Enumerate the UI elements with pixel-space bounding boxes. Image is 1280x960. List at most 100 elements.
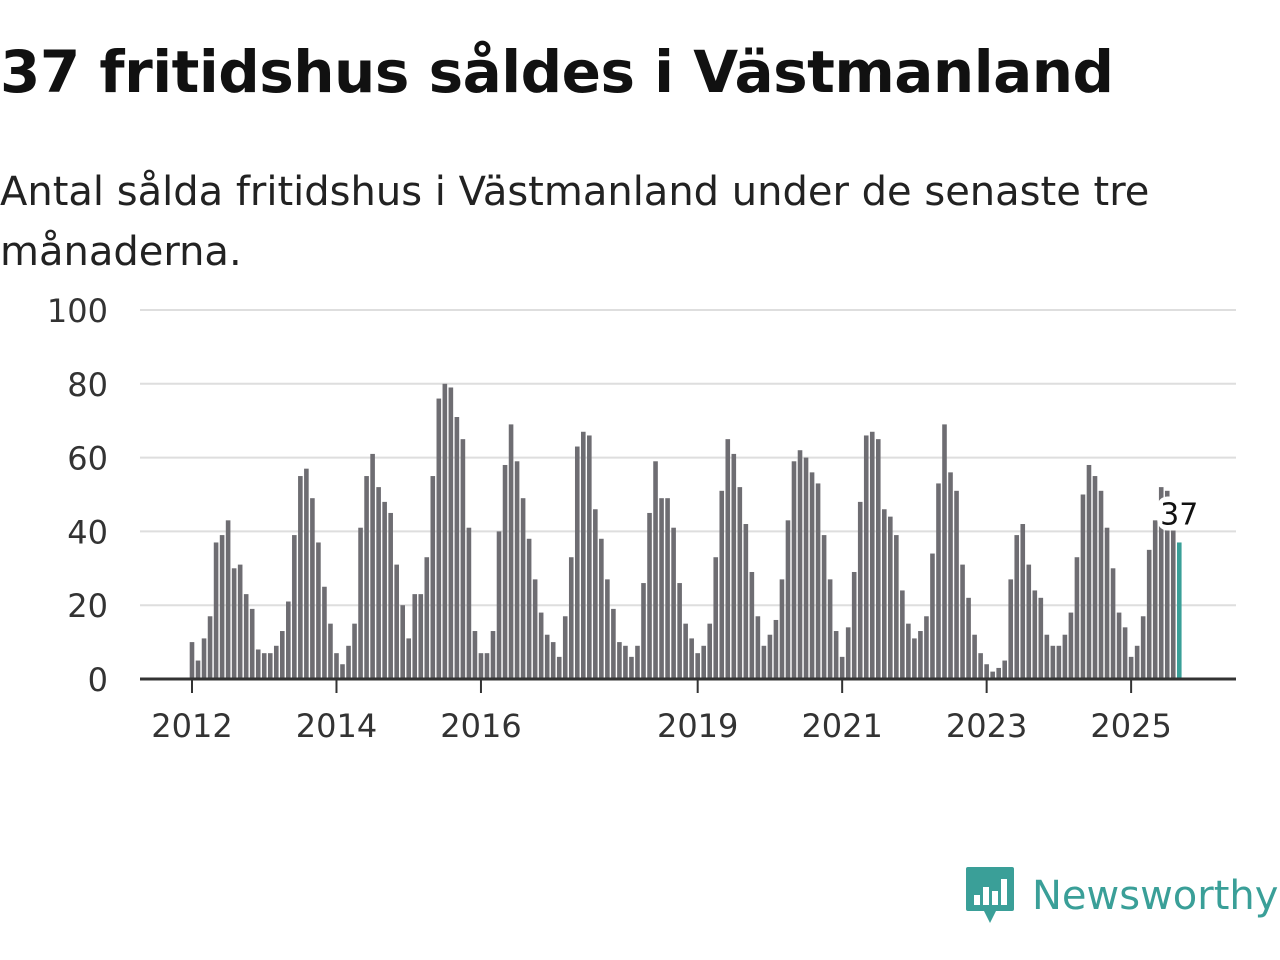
bar: [773, 619, 779, 679]
bar: [1086, 464, 1092, 679]
bar: [701, 645, 706, 679]
bar: [1014, 535, 1020, 679]
bar: [382, 501, 387, 679]
bar: [460, 439, 466, 679]
bar: [508, 424, 514, 679]
bar: [851, 571, 857, 679]
bar: [587, 435, 592, 679]
bar: [1092, 476, 1098, 679]
bar: [1152, 520, 1158, 679]
bar: [689, 638, 694, 679]
bar: [1026, 564, 1032, 679]
bar: [448, 387, 454, 679]
bar: [1164, 490, 1170, 679]
bar: [280, 631, 285, 679]
x-tick-label: 2023: [946, 707, 1027, 745]
bar: [1032, 590, 1038, 679]
bar: [556, 656, 562, 679]
bar: [743, 524, 749, 679]
bar: [550, 642, 556, 679]
bar: [484, 653, 490, 679]
bar: [785, 520, 791, 679]
bar: [869, 431, 875, 679]
x-tick-label: 2014: [296, 707, 377, 745]
bar: [695, 653, 700, 679]
bar: [346, 645, 351, 679]
bar: [490, 631, 496, 679]
bar: [647, 512, 652, 679]
axes: [140, 677, 1236, 693]
bar: [737, 487, 743, 679]
bar: [755, 616, 761, 679]
bar: [520, 498, 526, 679]
bar: [1050, 645, 1056, 679]
bar: [454, 417, 460, 679]
bar: [966, 597, 971, 679]
bar: [1158, 487, 1164, 679]
bar: [1008, 579, 1014, 679]
bar: [249, 608, 255, 679]
x-tick-label: 2019: [657, 707, 738, 745]
bar: [1110, 568, 1116, 679]
bar: [189, 642, 195, 679]
bar: [990, 671, 995, 679]
bar: [978, 653, 983, 679]
bar: [653, 461, 658, 679]
bar: [352, 623, 357, 679]
bar: [599, 538, 604, 679]
bar: [328, 623, 333, 679]
bar: [725, 439, 731, 679]
gridlines: [140, 309, 1236, 607]
bar: [821, 535, 827, 679]
bar: [243, 594, 249, 679]
bar: [1122, 627, 1128, 679]
bar: [996, 667, 1001, 679]
bar: [562, 616, 568, 679]
bar: [526, 538, 532, 679]
bar: [496, 531, 502, 679]
bar: [322, 586, 327, 679]
bar: [574, 446, 580, 679]
bar: [809, 472, 815, 679]
bar: [400, 605, 405, 679]
bar: [912, 638, 917, 679]
bar: [514, 461, 520, 679]
bar: [954, 490, 959, 679]
bar: [677, 583, 682, 679]
bar: [568, 557, 574, 679]
bar: [863, 435, 869, 679]
bar: [924, 616, 929, 679]
bar: [1038, 597, 1044, 679]
bar: [340, 664, 345, 679]
bar: [936, 483, 941, 679]
bar: [659, 498, 664, 679]
bar: [900, 590, 905, 679]
bar: [665, 498, 670, 679]
bar: [466, 527, 472, 679]
x-tick-label: 2021: [801, 707, 882, 745]
bar: [406, 638, 412, 679]
bar: [255, 649, 261, 679]
bar: [948, 472, 953, 679]
bar: [605, 579, 610, 679]
bar: [310, 498, 315, 679]
bar: [833, 631, 839, 679]
bar: [719, 490, 725, 679]
bar: [593, 509, 598, 679]
y-tick-label: 60: [67, 440, 108, 478]
bar: [1146, 549, 1152, 679]
bar: [273, 645, 279, 679]
bar: [292, 535, 297, 679]
bar: [231, 568, 237, 679]
bar: [1104, 527, 1110, 679]
x-tick-label: 2025: [1090, 707, 1171, 745]
bar: [316, 542, 321, 679]
bar: [430, 476, 436, 679]
bar: [1068, 612, 1074, 679]
bar: [364, 476, 369, 679]
bar: [1170, 516, 1176, 679]
bar: [683, 623, 688, 679]
bar: [611, 608, 616, 679]
bar: [731, 453, 737, 679]
